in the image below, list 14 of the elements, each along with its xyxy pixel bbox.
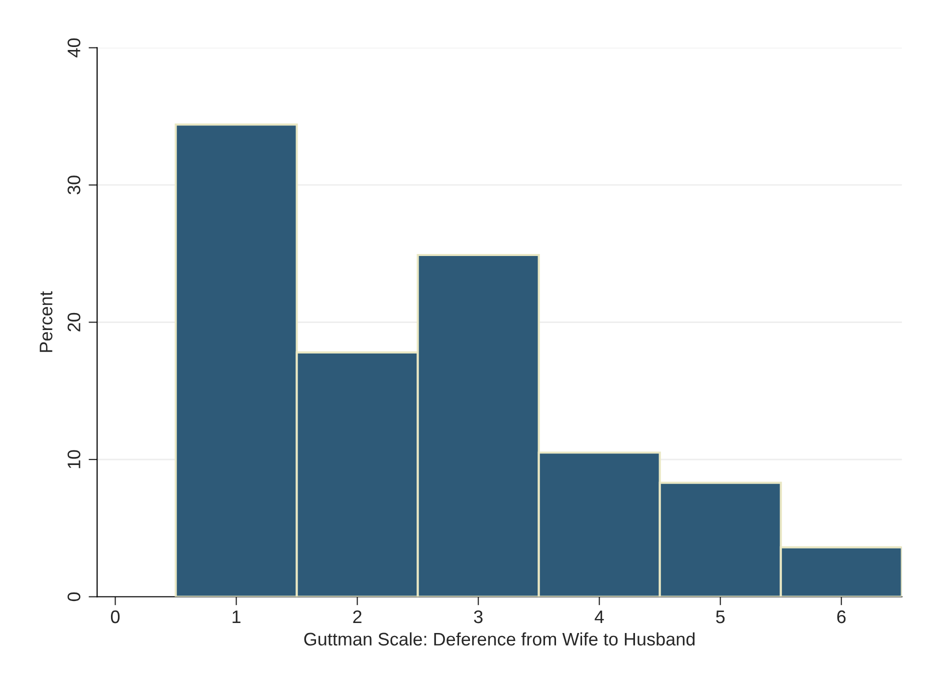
y-tick-label: 10 [68, 450, 80, 468]
x-tick-label: 3 [474, 610, 483, 624]
x-tick-label: 4 [594, 610, 604, 624]
x-axis-title: Guttman Scale: Deference from Wife to Husband [304, 632, 695, 646]
x-tick-label: 6 [837, 610, 846, 624]
y-tick-label: 40 [68, 38, 80, 58]
y-tick-label: 30 [68, 176, 80, 194]
x-tick-label: 5 [716, 610, 725, 624]
x-tick-label: 0 [110, 610, 120, 624]
y-tick-label: 20 [68, 312, 80, 332]
x-tick-label: 1 [232, 610, 240, 624]
y-axis-title: Percent [40, 291, 52, 352]
x-tick-label: 2 [353, 610, 362, 624]
y-tick-label: 0 [68, 592, 80, 602]
